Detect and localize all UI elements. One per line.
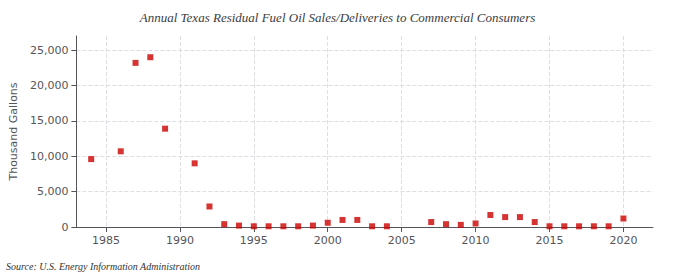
svg-text:10,000: 10,000 — [30, 150, 69, 163]
svg-text:2015: 2015 — [536, 234, 564, 247]
svg-text:Thousand Gallons: Thousand Gallons — [7, 82, 20, 181]
svg-text:0: 0 — [61, 221, 68, 234]
svg-text:Annual Texas Residual Fuel Oil: Annual Texas Residual Fuel Oil Sales/Del… — [139, 10, 536, 25]
svg-text:2005: 2005 — [388, 234, 416, 247]
svg-text:1995: 1995 — [240, 234, 268, 247]
svg-text:1990: 1990 — [166, 234, 194, 247]
svg-text:2000: 2000 — [314, 234, 342, 247]
svg-text:20,000: 20,000 — [30, 79, 69, 92]
svg-text:25,000: 25,000 — [30, 44, 69, 57]
svg-text:5,000: 5,000 — [37, 185, 69, 198]
svg-text:Source: U.S. Energy Informatio: Source: U.S. Energy Information Administ… — [6, 261, 200, 272]
svg-text:2010: 2010 — [462, 234, 490, 247]
svg-text:2020: 2020 — [609, 234, 637, 247]
svg-text:15,000: 15,000 — [30, 114, 69, 127]
svg-text:1985: 1985 — [92, 234, 120, 247]
